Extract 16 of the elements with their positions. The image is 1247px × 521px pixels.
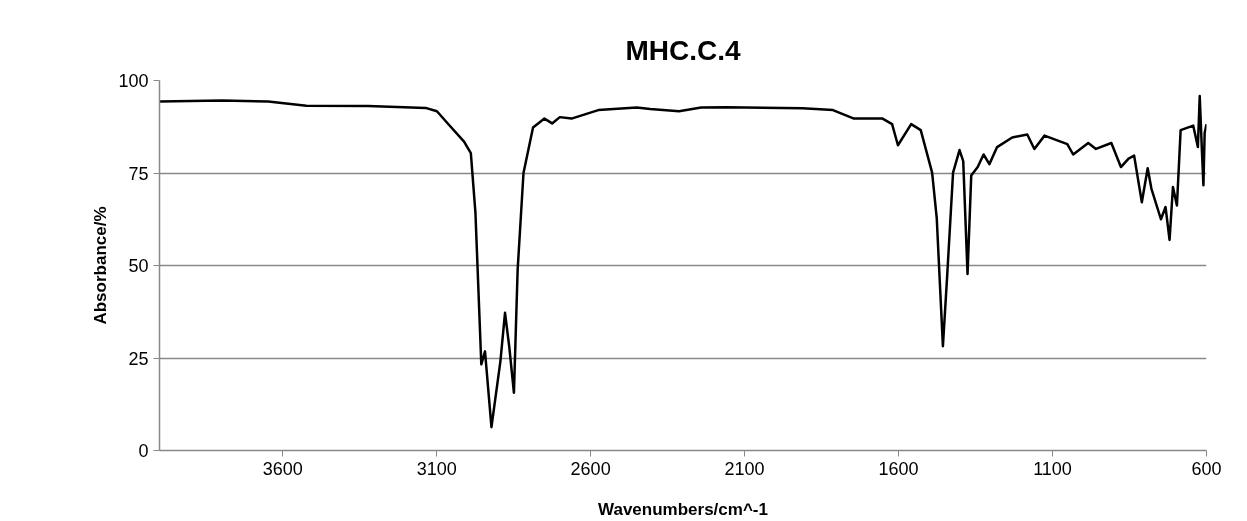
- x-tick-label: 2600: [570, 458, 611, 479]
- x-tick-label: 3600: [262, 458, 303, 479]
- x-tick-label: 3100: [416, 458, 457, 479]
- y-tick-label: 50: [128, 256, 149, 276]
- y-axis-title: Absorbance/%: [91, 206, 111, 325]
- x-tick-label: 1600: [878, 458, 919, 479]
- y-tick-label: 75: [128, 163, 149, 184]
- x-axis-title: Wavenumbers/cm^-1: [598, 499, 768, 519]
- x-tick-label: 600: [1191, 458, 1222, 479]
- y-tick-label: 25: [128, 348, 149, 369]
- y-tick-label: 100: [118, 71, 149, 91]
- x-tick-label: 2100: [724, 458, 765, 479]
- x-tick-label: 1100: [1033, 458, 1072, 479]
- y-tick-label: 0: [138, 441, 149, 461]
- chart-title: MHC.C.4: [625, 34, 741, 66]
- line-series: [159, 94, 1207, 429]
